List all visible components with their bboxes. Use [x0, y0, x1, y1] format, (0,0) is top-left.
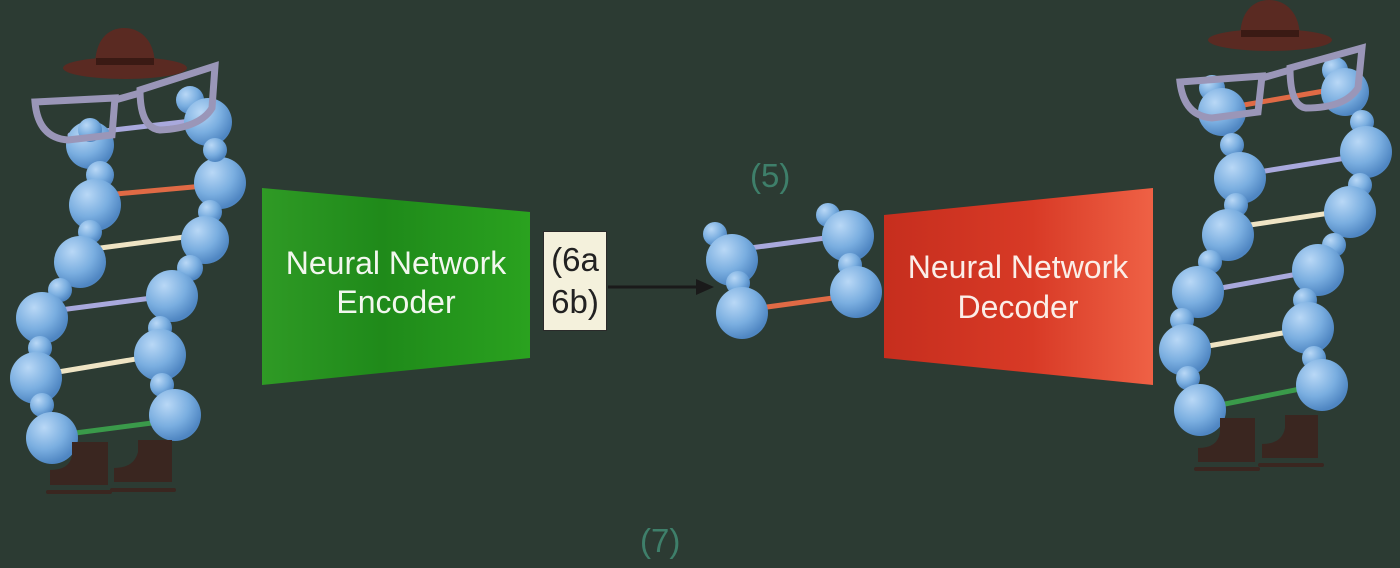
ice-skates-icon: [46, 440, 176, 494]
cowboy-hat-icon: [1208, 0, 1332, 51]
encoder-block: Neural Network Encoder: [262, 188, 530, 385]
dna-latent-icon: [703, 203, 882, 339]
glasses-icon: [1176, 43, 1366, 122]
decoder-label-line2: Decoder: [958, 289, 1079, 325]
ice-skates-icon: [1194, 415, 1324, 471]
dna-output-icon: [1159, 0, 1392, 471]
latent-step-label: (5): [750, 157, 791, 194]
arrow-icon: [608, 279, 714, 295]
glasses-icon: [31, 61, 219, 144]
latent-code-box: (6a 6b): [543, 231, 607, 331]
encoder-label-line2: Encoder: [336, 284, 456, 320]
bottom-step-label: (7): [640, 522, 681, 559]
latent-code-line1: (6a: [551, 241, 599, 278]
decoder-block: Neural Network Decoder: [884, 188, 1153, 385]
latent-code-line2: 6b): [551, 283, 599, 320]
decoder-label-line1: Neural Network: [908, 249, 1130, 285]
encoder-label-line1: Neural Network: [286, 245, 508, 281]
dna-input-icon: [10, 28, 246, 494]
cowboy-hat-icon: [63, 28, 187, 79]
